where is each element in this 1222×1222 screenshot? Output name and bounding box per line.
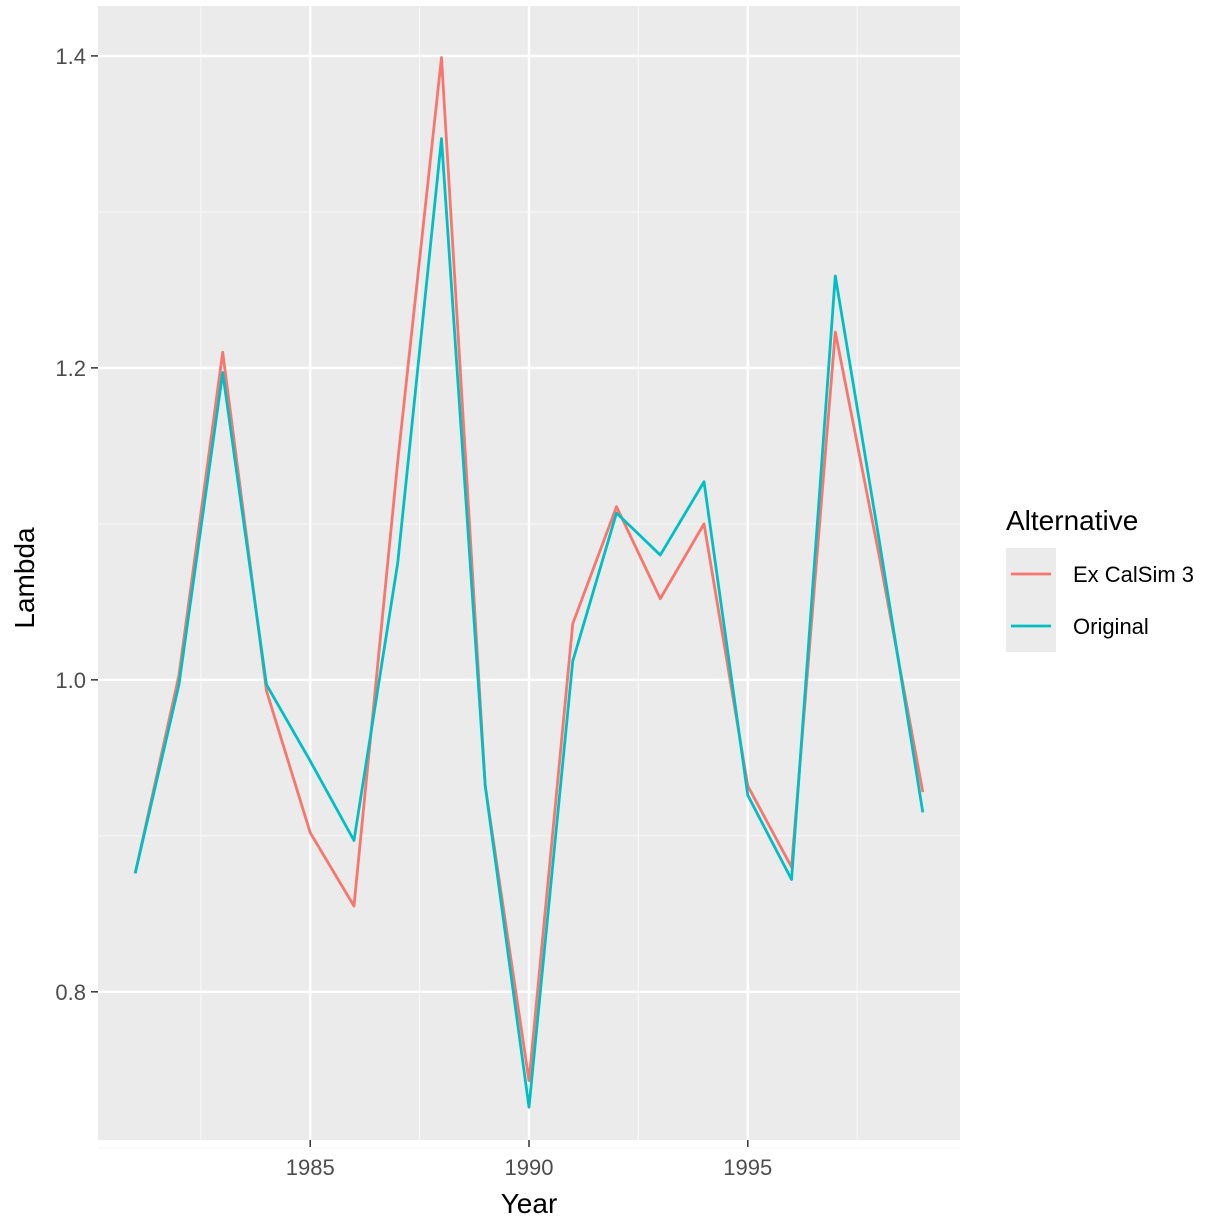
y-axis: 0.8 1.0 1.2 1.4 bbox=[55, 44, 98, 1005]
x-tick-label: 1990 bbox=[505, 1155, 554, 1180]
legend-title: Alternative bbox=[1006, 505, 1138, 536]
series-line-original bbox=[133, 137, 925, 1109]
x-axis: 1985 1990 1995 bbox=[286, 1140, 772, 1180]
legend-label-original: Original bbox=[1073, 614, 1149, 639]
major-gridlines bbox=[98, 6, 960, 1140]
x-tick-label: 1985 bbox=[286, 1155, 335, 1180]
legend-label-ex-calsim-3: Ex CalSim 3 bbox=[1073, 562, 1194, 587]
legend: Alternative Ex CalSim 3 Original bbox=[1006, 505, 1194, 652]
y-tick-label: 1.0 bbox=[55, 668, 86, 693]
x-axis-title: Year bbox=[501, 1188, 558, 1219]
y-axis-title: Lambda bbox=[9, 527, 40, 629]
y-tick-label: 1.4 bbox=[55, 44, 86, 69]
x-tick-label: 1995 bbox=[723, 1155, 772, 1180]
y-tick-label: 0.8 bbox=[55, 980, 86, 1005]
y-tick-label: 1.2 bbox=[55, 356, 86, 381]
series-lines bbox=[133, 56, 925, 1109]
